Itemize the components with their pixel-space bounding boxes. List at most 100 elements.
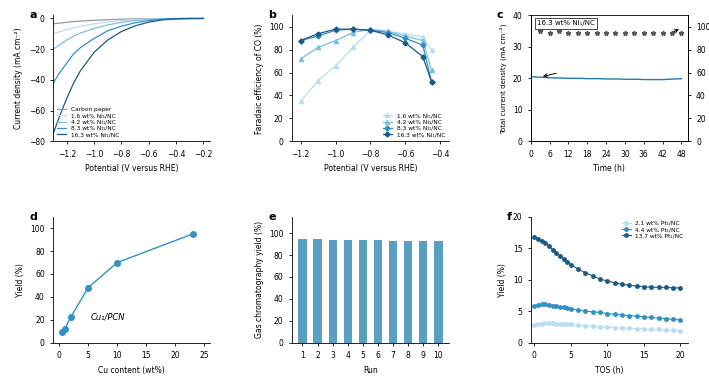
1.6 wt% Ni₁/NC (349, 45, 357, 50)
1.6 wt% Ni₁/NC (145, 17, 153, 22)
2.1 wt% Pt₁/NC (632, 326, 641, 331)
1.6 wt% Ni₁/NC (186, 16, 194, 21)
Carbon paper (90, 18, 99, 23)
13.7 wt% Pt₁/NC (581, 271, 590, 275)
13.7 wt% Pt₁/NC (625, 283, 634, 288)
1.6 wt% Ni₁/NC (366, 28, 374, 33)
Text: b: b (269, 10, 277, 20)
4.4 wt% Pt₁/NC (537, 302, 546, 306)
Bar (298, 239, 307, 343)
2.1 wt% Pt₁/NC (559, 321, 568, 326)
16.3 wt% Ni₁/NC (428, 79, 436, 84)
4.2 wt% Ni₁/NC (172, 16, 180, 21)
Line: 1.6 wt% Ni₁/NC: 1.6 wt% Ni₁/NC (53, 18, 203, 34)
1.6 wt% Ni₁/NC (117, 18, 125, 23)
4.4 wt% Pt₁/NC (548, 303, 557, 308)
4.4 wt% Pt₁/NC (640, 315, 648, 319)
16.3 wt% Ni₁/NC (366, 28, 374, 33)
2.1 wt% Pt₁/NC (581, 323, 590, 328)
4.2 wt% Ni₁/NC (69, 34, 78, 38)
4.2 wt% Ni₁/NC (428, 68, 436, 73)
13.7 wt% Pt₁/NC (661, 285, 670, 290)
X-axis label: Run: Run (363, 365, 378, 375)
X-axis label: TOS (h): TOS (h) (595, 365, 623, 375)
8.3 wt% Ni₁/NC (296, 38, 305, 43)
1.6 wt% Ni₁/NC (199, 16, 208, 21)
4.4 wt% Pt₁/NC (676, 318, 685, 322)
Text: a: a (30, 10, 37, 20)
8.3 wt% Ni₁/NC (69, 52, 78, 56)
2.1 wt% Pt₁/NC (537, 321, 546, 326)
Carbon paper (117, 17, 125, 22)
Line: 8.3 wt% Ni₁/NC: 8.3 wt% Ni₁/NC (53, 18, 203, 83)
2.1 wt% Pt₁/NC (610, 325, 619, 330)
4.2 wt% Ni₁/NC (418, 38, 427, 43)
1.6 wt% Ni₁/NC (56, 29, 65, 34)
Carbon paper (56, 21, 65, 25)
13.7 wt% Pt₁/NC (632, 284, 641, 288)
16.3 wt% Ni₁/NC (90, 50, 99, 55)
16.3 wt% Ni₁/NC (172, 17, 180, 21)
2.1 wt% Pt₁/NC (534, 322, 542, 327)
Line: 4.2 wt% Ni₁/NC: 4.2 wt% Ni₁/NC (53, 18, 203, 49)
13.7 wt% Pt₁/NC (537, 238, 546, 243)
2.1 wt% Pt₁/NC (654, 327, 663, 332)
Carbon paper (186, 16, 194, 21)
8.3 wt% Ni₁/NC (117, 24, 125, 28)
16.3 wt% Ni₁/NC (384, 33, 392, 37)
4.4 wt% Pt₁/NC (559, 305, 568, 310)
16.3 wt% Ni₁/NC (331, 27, 340, 32)
Y-axis label: Faradaic efficiency of CO (%): Faradaic efficiency of CO (%) (255, 23, 264, 134)
4.2 wt% Ni₁/NC (366, 27, 374, 32)
8.3 wt% Ni₁/NC (349, 27, 357, 32)
1.6 wt% Ni₁/NC (296, 99, 305, 104)
8.3 wt% Ni₁/NC (366, 28, 374, 33)
8.3 wt% Ni₁/NC (186, 16, 194, 21)
4.4 wt% Pt₁/NC (556, 305, 564, 309)
X-axis label: Time (h): Time (h) (593, 164, 625, 173)
8.3 wt% Ni₁/NC (172, 17, 180, 21)
4.2 wt% Ni₁/NC (331, 38, 340, 43)
8.3 wt% Ni₁/NC (401, 36, 410, 40)
Legend: Carbon paper, 1.6 wt% Ni₁/NC, 4.2 wt% Ni₁/NC, 8.3 wt% Ni₁/NC, 16.3 wt% Ni₁/NC: Carbon paper, 1.6 wt% Ni₁/NC, 4.2 wt% Ni… (56, 106, 121, 138)
13.7 wt% Pt₁/NC (654, 285, 663, 290)
Carbon paper (104, 17, 112, 22)
1.6 wt% Ni₁/NC (131, 17, 140, 22)
16.3 wt% Ni₁/NC (62, 96, 71, 100)
1.6 wt% Ni₁/NC (331, 64, 340, 68)
Bar (374, 240, 382, 343)
4.4 wt% Pt₁/NC (654, 316, 663, 320)
2.1 wt% Pt₁/NC (647, 327, 655, 332)
Line: 16.3 wt% Ni₁/NC: 16.3 wt% Ni₁/NC (299, 27, 433, 84)
2.1 wt% Pt₁/NC (541, 321, 549, 325)
13.7 wt% Pt₁/NC (610, 281, 619, 285)
13.7 wt% Pt₁/NC (530, 234, 539, 239)
Y-axis label: Yield (%): Yield (%) (16, 263, 25, 297)
1.6 wt% Ni₁/NC (172, 16, 180, 21)
2.1 wt% Pt₁/NC (563, 322, 571, 327)
Carbon paper (49, 22, 57, 26)
4.4 wt% Pt₁/NC (545, 303, 553, 307)
13.7 wt% Pt₁/NC (534, 236, 542, 241)
1.6 wt% Ni₁/NC (77, 24, 85, 28)
4.4 wt% Pt₁/NC (618, 313, 626, 317)
4.2 wt% Ni₁/NC (145, 17, 153, 22)
13.7 wt% Pt₁/NC (618, 282, 626, 286)
8.3 wt% Ni₁/NC (158, 17, 167, 22)
2.1 wt% Pt₁/NC (566, 322, 575, 327)
Carbon paper (69, 19, 78, 24)
16.3 wt% Ni₁/NC (401, 40, 410, 45)
4.2 wt% Ni₁/NC (199, 16, 208, 21)
4.2 wt% Ni₁/NC (117, 20, 125, 25)
X-axis label: Potential (V versus RHE): Potential (V versus RHE) (85, 164, 179, 173)
16.3 wt% Ni₁/NC (296, 38, 305, 43)
1.6 wt% Ni₁/NC (158, 17, 167, 21)
X-axis label: Potential (V versus RHE): Potential (V versus RHE) (324, 164, 417, 173)
13.7 wt% Pt₁/NC (574, 267, 582, 271)
16.3 wt% Ni₁/NC (186, 16, 194, 21)
13.7 wt% Pt₁/NC (588, 274, 597, 278)
13.7 wt% Pt₁/NC (676, 286, 685, 290)
Line: 1.6 wt% Ni₁/NC: 1.6 wt% Ni₁/NC (298, 28, 434, 103)
13.7 wt% Pt₁/NC (559, 257, 568, 261)
8.3 wt% Ni₁/NC (384, 30, 392, 35)
